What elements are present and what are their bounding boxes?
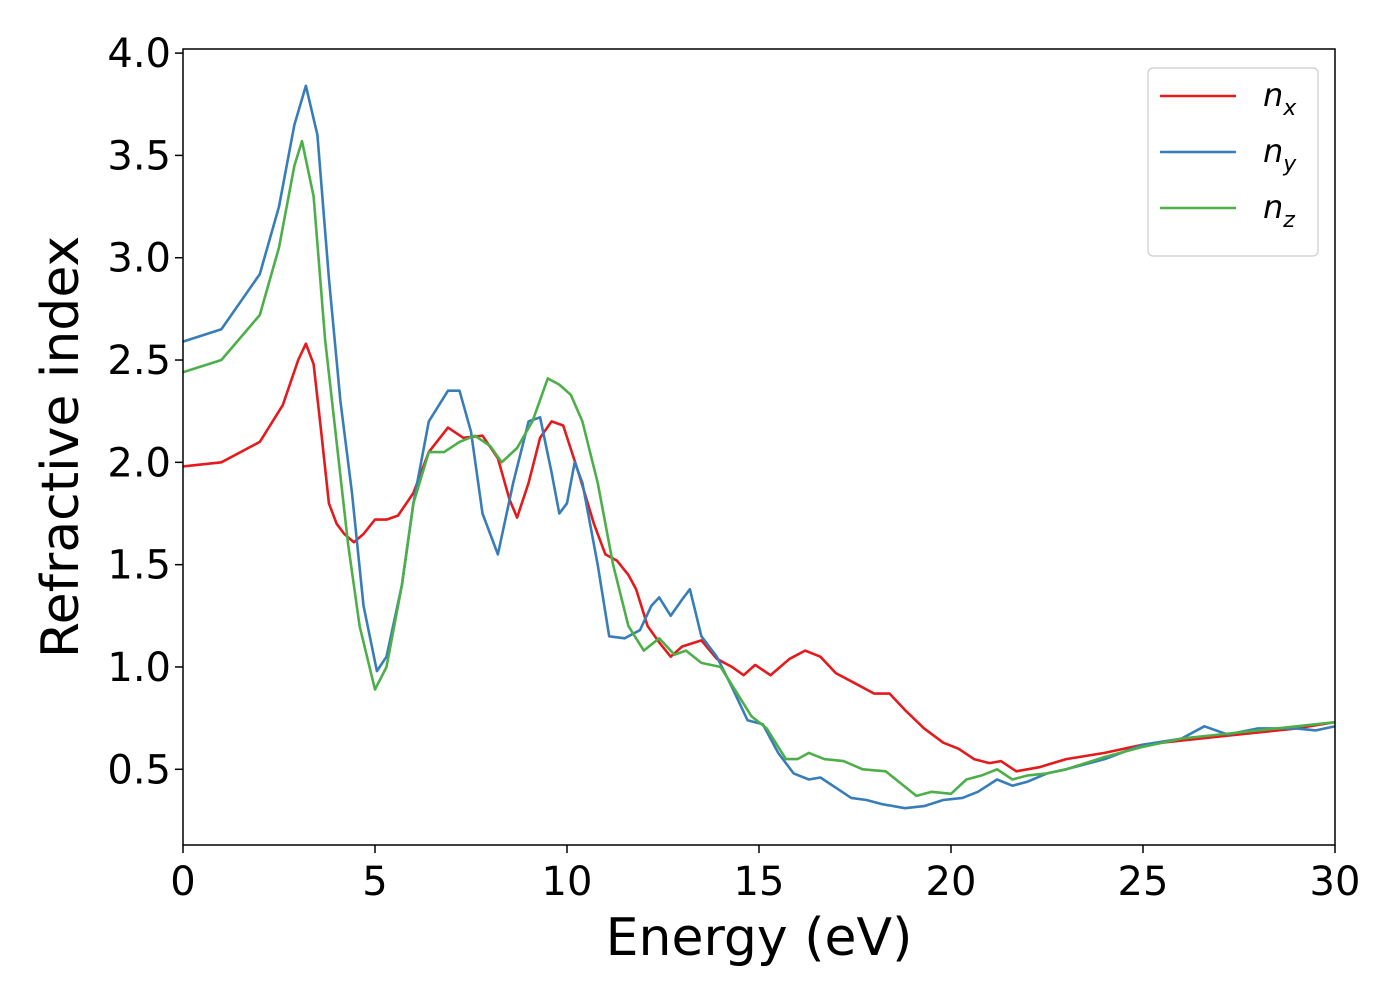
y-axis: 0.5 1.0 1.5 2.0 2.5 3.0 3.5 4.0 [107,31,183,793]
x-axis-title: Energy (eV) [606,908,913,968]
x-axis: 0 5 10 15 20 25 30 [170,845,1360,905]
y-tick-label: 3.0 [107,236,171,282]
y-tick-label: 0.5 [107,747,171,793]
series-line-z [183,139,1335,798]
y-tick-label: 3.5 [107,133,171,179]
y-tick-label: 2.0 [107,440,171,486]
x-tick-label: 25 [1118,859,1169,905]
x-tick-label: 20 [926,859,977,905]
x-tick-label: 15 [734,859,785,905]
y-tick-label: 4.0 [107,31,171,77]
x-tick-label: 0 [170,859,195,905]
x-tick-label: 30 [1310,859,1361,905]
series-layer [183,84,1335,810]
y-tick-label: 1.5 [107,543,171,589]
y-tick-label: 1.0 [107,645,171,691]
x-tick-label: 10 [542,859,593,905]
y-axis-title: Refractive index [31,236,91,658]
series-line-x [183,342,1335,773]
y-tick-label: 2.5 [107,338,171,384]
series-line-y [183,84,1335,810]
x-tick-label: 5 [362,859,387,905]
